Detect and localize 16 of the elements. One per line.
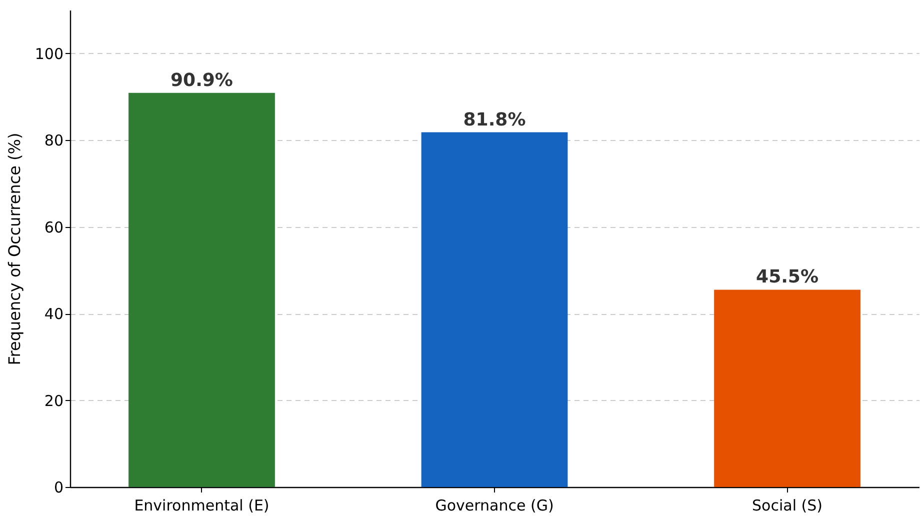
data-label: 45.5% xyxy=(756,266,818,288)
x-tick-label: Social (S) xyxy=(752,496,822,514)
bar xyxy=(128,92,275,487)
y-tick-label: 40 xyxy=(44,305,64,324)
y-tick-label: 100 xyxy=(34,44,64,63)
bar xyxy=(421,132,568,487)
y-tick-label: 60 xyxy=(44,218,64,236)
data-label: 81.8% xyxy=(463,109,526,130)
y-axis-title: Frequency of Occurrence (%) xyxy=(4,132,24,366)
y-tick-label: 0 xyxy=(54,478,64,496)
x-tick-label: Environmental (E) xyxy=(134,496,270,514)
bar xyxy=(714,290,860,487)
y-tick-label: 20 xyxy=(44,392,64,410)
x-tick-label: Governance (G) xyxy=(435,496,554,514)
data-label: 90.9% xyxy=(170,70,233,91)
y-tick-label: 80 xyxy=(44,132,64,150)
